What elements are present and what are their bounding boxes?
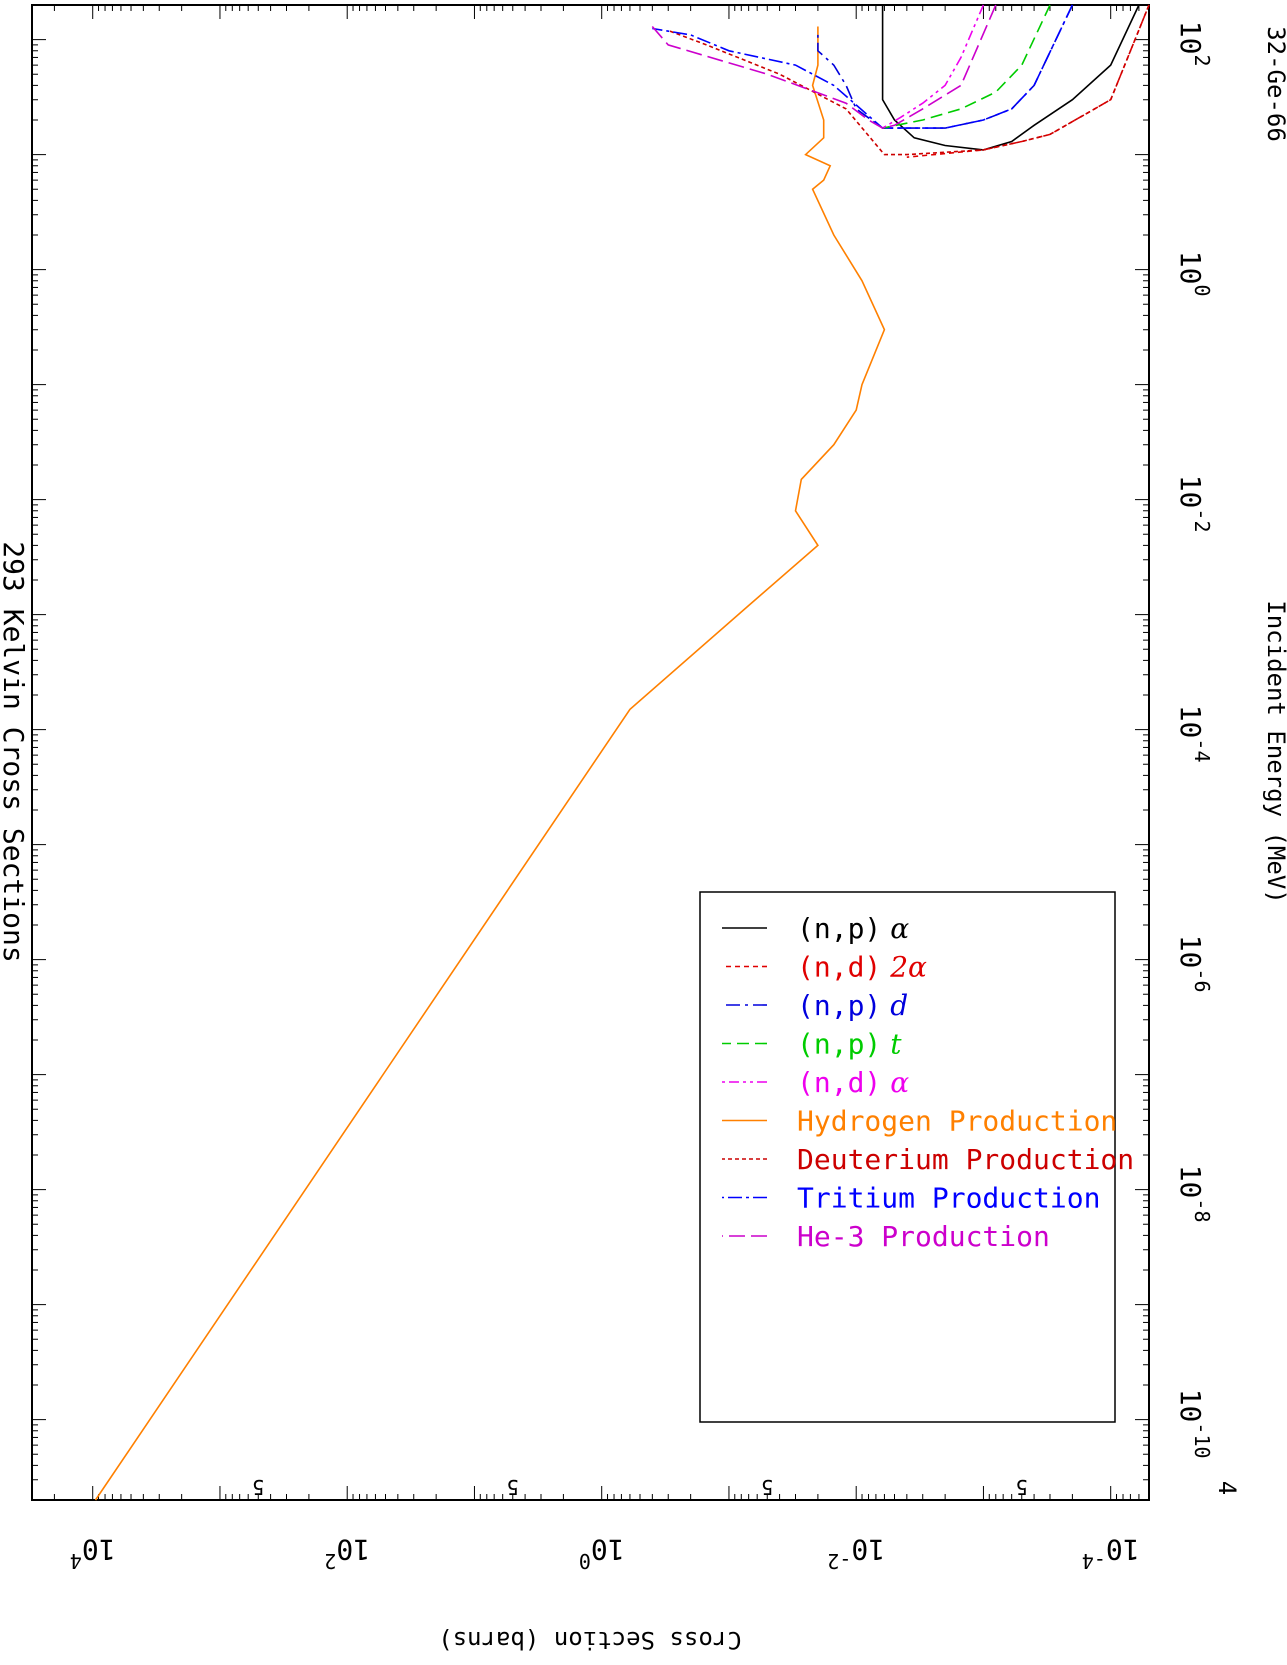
y-tick-base: 10 — [82, 1533, 116, 1566]
y-five-text: 5 — [1016, 1475, 1028, 1499]
series-line-5 — [652, 4, 1074, 129]
x-tick-label: 10-10 — [1174, 1389, 1214, 1459]
series-line-7 — [882, 4, 985, 129]
y-five-label: 5 — [761, 1475, 773, 1499]
x-axis-label: Incident Energy (MeV) — [1262, 600, 1287, 903]
y-tick-exponent: 4 — [70, 1549, 82, 1573]
y-tick-label: 10-4 — [1082, 1533, 1140, 1573]
legend-label-main: Hydrogen Production — [797, 1105, 1117, 1138]
y-tick-label: 100 — [579, 1533, 625, 1573]
legend-label-main: Tritium Production — [797, 1182, 1100, 1215]
plot-frame — [31, 4, 1150, 1501]
x-tick-base: 10 — [1174, 21, 1207, 55]
x-tick-base: 10 — [1174, 1165, 1207, 1199]
data-series — [94, 4, 1150, 1501]
axis-ticks — [31, 4, 1150, 1501]
y-tick-text: 102 — [324, 1533, 370, 1573]
y-five-text: 5 — [761, 1475, 773, 1499]
x-tick-base: 10 — [1174, 251, 1207, 285]
series-line-6 — [882, 4, 1051, 129]
x-axis-left-label: 4 — [1213, 1481, 1241, 1495]
legend-label: (n,d) α — [797, 1066, 909, 1099]
legend-label-main: (n,p) — [797, 912, 881, 945]
x-tick-label: 100 — [1174, 251, 1214, 297]
y-five-label: 5 — [507, 1475, 519, 1499]
y-tick-exponent: 2 — [324, 1549, 336, 1573]
legend-label: (n,d) 2α — [797, 951, 927, 984]
legend-label: Hydrogen Production — [797, 1105, 1117, 1138]
x-tick-exponent: -8 — [1190, 1198, 1214, 1222]
x-tick-base: 10 — [1174, 1389, 1207, 1423]
y-tick-text: 10-4 — [1082, 1533, 1140, 1573]
y-tick-exponent: 0 — [579, 1549, 591, 1573]
y-five-label: 5 — [1016, 1475, 1028, 1499]
x-tick-exponent: -4 — [1190, 738, 1214, 762]
series-line-3 — [667, 4, 1150, 156]
x-tick-exponent: 0 — [1190, 284, 1214, 296]
legend-label-main: (n,d) — [797, 951, 881, 984]
corner-label: 32-Ge-66 — [1262, 26, 1287, 142]
y-tick-text: 100 — [579, 1533, 625, 1573]
legend-label: (n,p) α — [797, 912, 909, 945]
x-tick-label: 10-4 — [1174, 705, 1214, 763]
legend-box — [699, 891, 1116, 1423]
legend-label-main: He-3 Production — [797, 1220, 1050, 1253]
series-line-2 — [906, 4, 1150, 158]
chart-title: 293 Kelvin Cross Sections — [0, 541, 30, 962]
x-tick-base: 10 — [1174, 705, 1207, 739]
y-tick-base: 10 — [851, 1533, 885, 1566]
x-tick-exponent: -2 — [1190, 508, 1214, 532]
x-tick-base: 10 — [1174, 475, 1207, 509]
legend-label-main: (n,p) — [797, 989, 881, 1022]
y-tick-label: 102 — [324, 1533, 370, 1573]
y-five-label: 5 — [252, 1475, 264, 1499]
y-tick-label: 10-2 — [827, 1533, 885, 1573]
legend-label-suffix: 2α — [881, 951, 927, 984]
legend-label: (n,p) d — [797, 989, 908, 1022]
x-tick-exponent: -6 — [1190, 968, 1214, 992]
legend-label-main: (n,p) — [797, 1028, 881, 1061]
y-tick-base: 10 — [1106, 1533, 1140, 1566]
legend-label-main: Deuterium Production — [797, 1143, 1134, 1176]
x-tick-label: 102 — [1174, 21, 1214, 67]
legend: (n,p) α(n,d) 2α(n,p) d(n,p) t(n,d) αHydr… — [699, 891, 1134, 1423]
y-tick-text: 104 — [70, 1533, 116, 1573]
y-tick-base: 10 — [591, 1533, 625, 1566]
legend-label-main: (n,d) — [797, 1066, 881, 1099]
x-tick-base: 10 — [1174, 935, 1207, 969]
legend-label-suffix: d — [881, 989, 908, 1022]
series-line-4 — [817, 4, 1074, 129]
legend-label-suffix: α — [881, 912, 909, 945]
legend-label: (n,p) t — [797, 1028, 902, 1061]
y-tick-label: 104 — [70, 1533, 116, 1573]
y-tick-exponent: -2 — [827, 1549, 851, 1573]
legend-label-suffix: α — [881, 1066, 909, 1099]
legend-label: Deuterium Production — [797, 1143, 1134, 1176]
x-tick-label: 10-6 — [1174, 935, 1214, 993]
x-tick-label: 10-2 — [1174, 475, 1214, 533]
legend-label: Tritium Production — [797, 1182, 1100, 1215]
x-tick-label: 10-8 — [1174, 1165, 1214, 1223]
x-tick-exponent: -10 — [1190, 1422, 1214, 1458]
legend-label-suffix: t — [881, 1028, 902, 1061]
legend-label: He-3 Production — [797, 1220, 1050, 1253]
y-tick-exponent: -4 — [1082, 1549, 1106, 1573]
y-tick-base: 10 — [336, 1533, 370, 1566]
series-line-0 — [94, 26, 886, 1501]
y-five-text: 5 — [507, 1475, 519, 1499]
y-five-text: 5 — [252, 1475, 264, 1499]
x-tick-exponent: 2 — [1190, 54, 1214, 66]
y-axis-label: Cross Section (barns) — [438, 1626, 741, 1654]
series-line-8 — [651, 4, 997, 129]
y-tick-text: 10-2 — [827, 1533, 885, 1573]
